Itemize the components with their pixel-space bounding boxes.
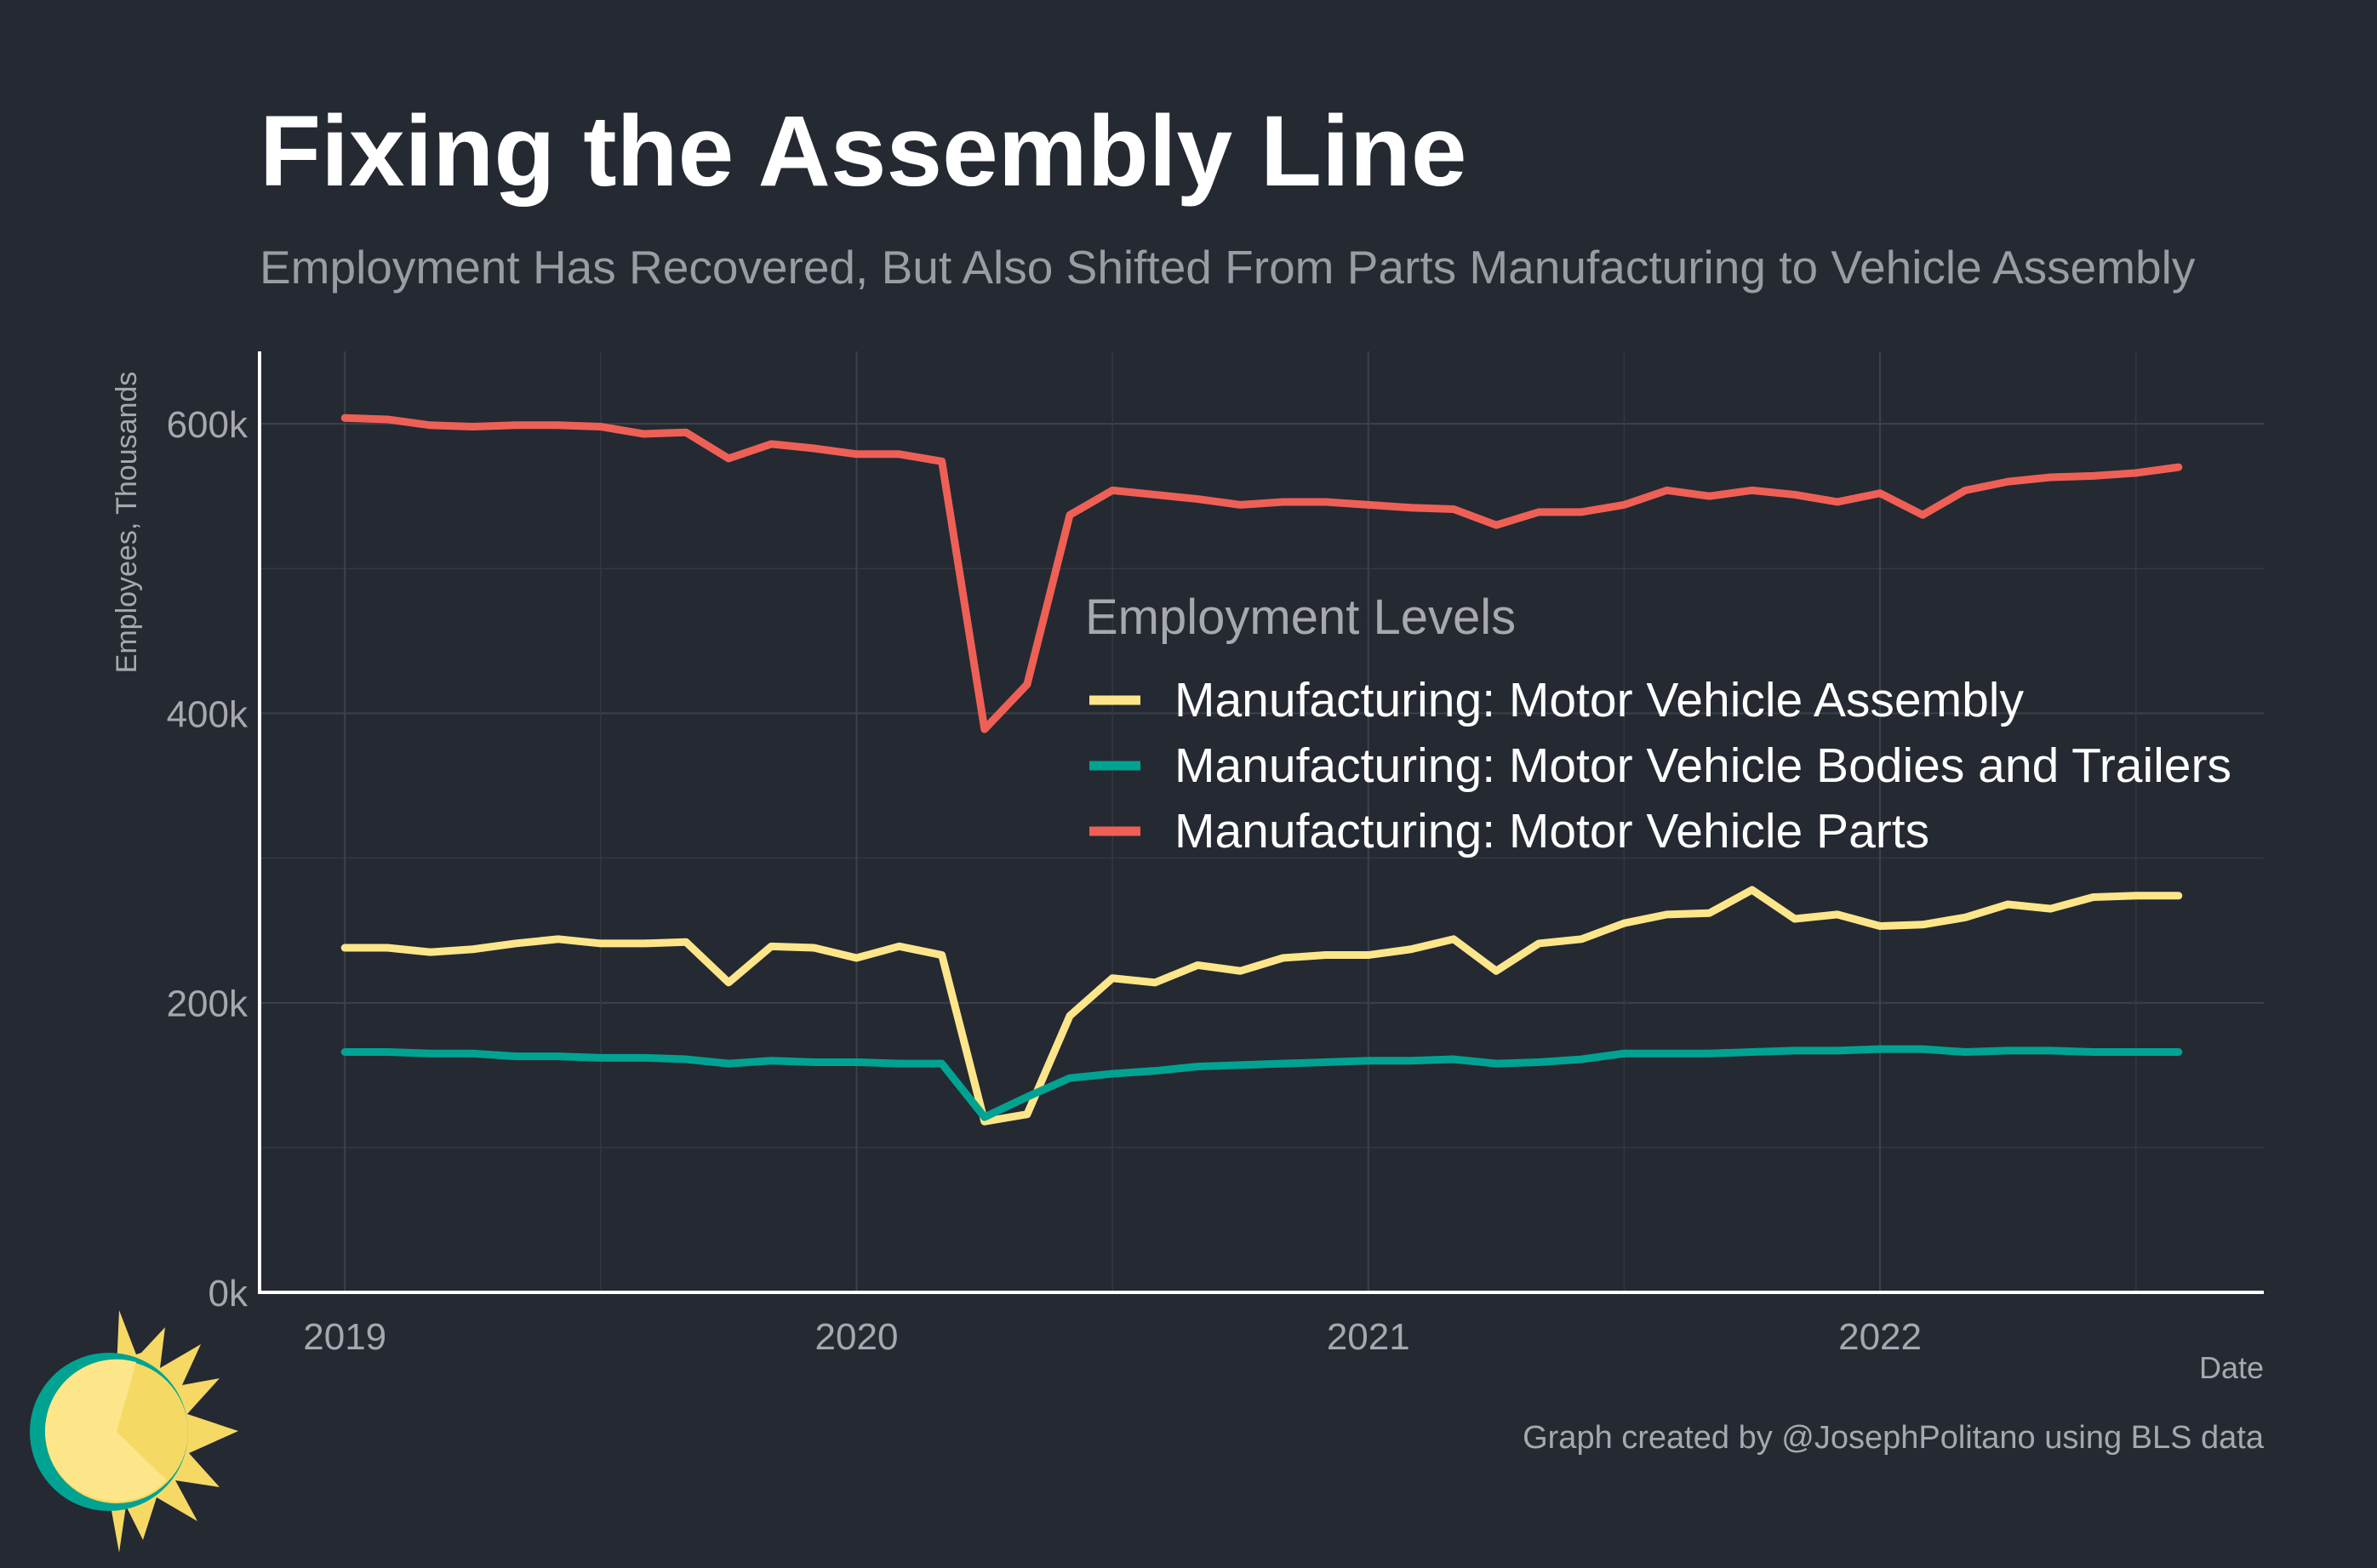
x-tick-label: 2020: [815, 1316, 899, 1358]
legend: Employment Levels Manufacturing: Motor V…: [1085, 590, 2231, 858]
y-tick-label: 600k: [167, 404, 249, 446]
x-tick-label: 2019: [303, 1316, 386, 1358]
grid: [260, 351, 2264, 1293]
sun-logo: [30, 1310, 238, 1553]
y-axis-ticks: 0k 200k 400k 600k: [167, 404, 249, 1314]
series-line-3: [340, 413, 2183, 733]
y-axis-label: Employees, Thousands: [111, 372, 143, 674]
series-line-2: [340, 1045, 2183, 1121]
x-axis-ticks: 2019 2020 2021 2022: [303, 1316, 1922, 1358]
x-axis-label: Date: [2199, 1350, 2264, 1385]
y-tick-label: 0k: [209, 1273, 249, 1314]
legend-label-2: Manufacturing: Motor Vehicle Bodies and …: [1174, 738, 2231, 793]
x-tick-label: 2022: [1838, 1316, 1922, 1358]
chart-title: Fixing the Assembly Line: [260, 95, 1466, 208]
x-tick-label: 2021: [1327, 1316, 1410, 1358]
legend-label-3: Manufacturing: Motor Vehicle Parts: [1174, 804, 1929, 858]
y-tick-label: 200k: [167, 984, 249, 1025]
legend-label-1: Manufacturing: Motor Vehicle Assembly: [1174, 673, 2024, 727]
y-tick-label: 400k: [167, 693, 249, 735]
series-line-1: [340, 886, 2183, 1126]
chart-caption: Graph created by @JosephPolitano using B…: [1523, 1420, 2265, 1456]
series-lines: [340, 413, 2183, 1126]
legend-items: Manufacturing: Motor Vehicle Assembly Man…: [1089, 673, 2231, 858]
legend-title: Employment Levels: [1085, 590, 1516, 645]
chart-subtitle: Employment Has Recovered, But Also Shift…: [260, 241, 2196, 294]
sun-face: [45, 1359, 168, 1502]
